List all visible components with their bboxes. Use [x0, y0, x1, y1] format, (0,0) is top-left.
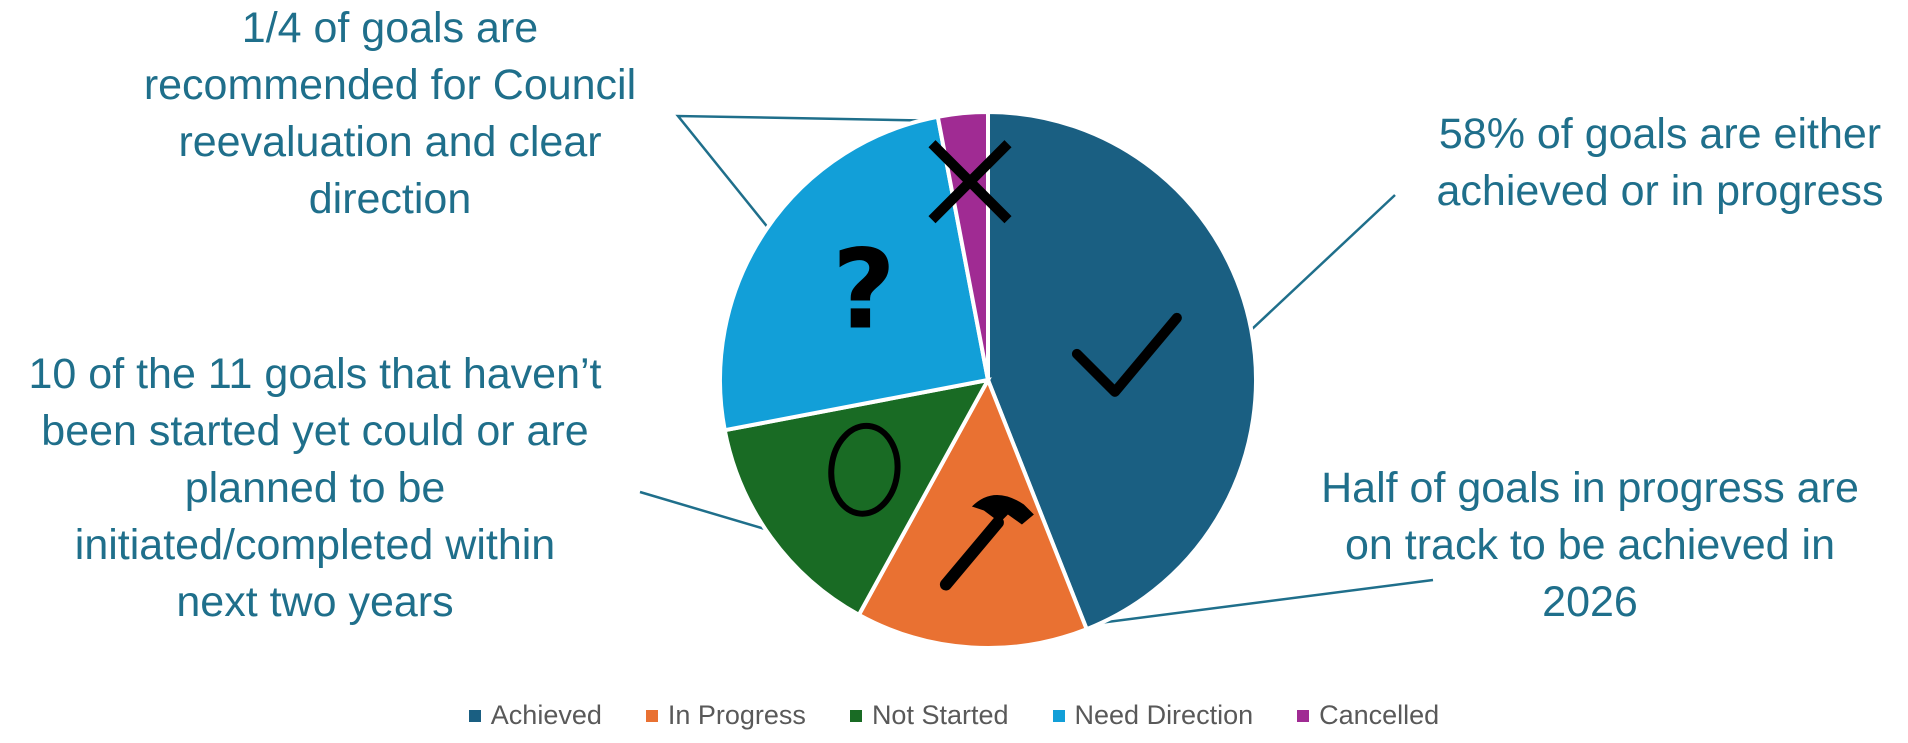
pie-slice-in-progress [856, 375, 1090, 650]
leader-council [675, 114, 964, 235]
legend-item-in-progress: In Progress [645, 700, 806, 731]
hammer-icon [939, 494, 1034, 591]
legend-swatch [1052, 709, 1065, 722]
legend-swatch [849, 709, 862, 722]
legend-item-need-direction: Need Direction [1052, 700, 1254, 731]
legend-label: In Progress [667, 700, 806, 730]
pie-slices [718, 109, 1258, 650]
legend-swatch [468, 709, 481, 722]
leader-achieved [1250, 194, 1396, 331]
leader-not-started [639, 490, 779, 534]
egg-icon [828, 422, 901, 517]
pie-slice-achieved [986, 109, 1258, 632]
annotation-achieved: 58% of goals are either achieved or in p… [1436, 110, 1884, 215]
legend-item-cancelled: Cancelled [1297, 700, 1439, 731]
question-icon: ? [832, 226, 896, 354]
pie-slice-need-direction [718, 114, 991, 433]
legend: Achieved In Progress Not Started Need Di… [0, 700, 1908, 731]
check-icon [1071, 312, 1182, 397]
legend-label: Cancelled [1319, 700, 1440, 730]
slice-icons: ? [828, 140, 1182, 591]
legend-label: Achieved [490, 700, 602, 730]
legend-item-not-started: Not Started [849, 700, 1009, 731]
annotation-in-progress: Half of goals in progress are on track t… [1321, 464, 1859, 626]
pie-slice-not-started [722, 377, 992, 618]
legend-swatch [1297, 709, 1310, 722]
x-icon [928, 140, 1012, 224]
legend-swatch [645, 709, 658, 722]
legend-label: Need Direction [1074, 700, 1254, 730]
annotation-council: 1/4 of goals are recommended for Council… [143, 4, 637, 223]
svg-text:?: ? [832, 226, 896, 354]
legend-item-achieved: Achieved [468, 700, 602, 731]
legend-label: Not Started [871, 700, 1009, 730]
annotation-not-started: 10 of the 11 goals that haven’t been sta… [28, 350, 602, 626]
